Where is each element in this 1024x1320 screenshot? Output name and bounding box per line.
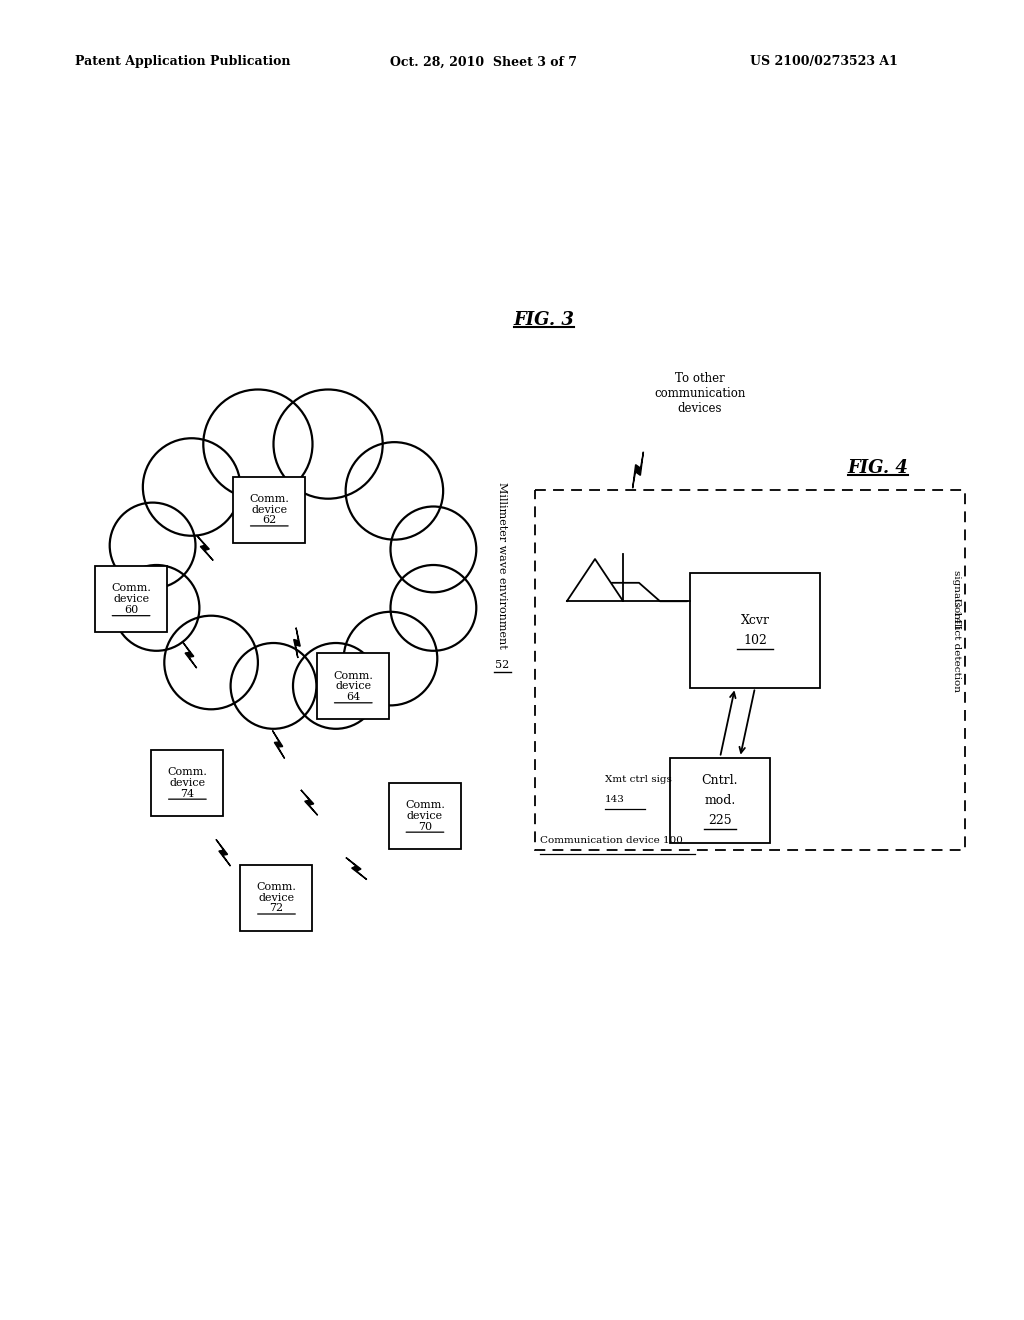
Bar xyxy=(95,566,167,632)
Text: Comm.: Comm. xyxy=(257,882,296,892)
Text: 52: 52 xyxy=(495,660,509,671)
Text: Millimeter wave environment: Millimeter wave environment xyxy=(497,482,507,648)
Text: Comm.: Comm. xyxy=(112,583,151,594)
Bar xyxy=(241,865,312,931)
Text: device: device xyxy=(407,810,443,821)
Polygon shape xyxy=(216,840,230,866)
Polygon shape xyxy=(272,730,285,759)
Text: Comm.: Comm. xyxy=(168,767,207,777)
Text: 143: 143 xyxy=(605,796,625,804)
Polygon shape xyxy=(346,858,367,879)
Text: 72: 72 xyxy=(269,903,284,913)
Text: 74: 74 xyxy=(180,788,195,799)
Text: device: device xyxy=(169,777,206,788)
Text: Comm.: Comm. xyxy=(334,671,373,681)
Ellipse shape xyxy=(162,444,425,686)
Text: Oct. 28, 2010  Sheet 3 of 7: Oct. 28, 2010 Sheet 3 of 7 xyxy=(390,55,577,69)
Text: Xcvr: Xcvr xyxy=(740,614,769,627)
Circle shape xyxy=(164,615,258,709)
Text: device: device xyxy=(258,892,295,903)
Circle shape xyxy=(143,438,241,536)
Text: device: device xyxy=(113,594,150,605)
Text: device: device xyxy=(251,504,288,515)
Text: mod.: mod. xyxy=(705,793,735,807)
Circle shape xyxy=(204,389,312,499)
Polygon shape xyxy=(197,535,213,561)
Text: Xmt ctrl sigs: Xmt ctrl sigs xyxy=(605,776,672,784)
Text: 64: 64 xyxy=(346,692,360,702)
Circle shape xyxy=(293,643,379,729)
Text: 60: 60 xyxy=(124,605,138,615)
Bar xyxy=(690,573,820,688)
Text: Communication device 100: Communication device 100 xyxy=(540,836,683,845)
Circle shape xyxy=(390,565,476,651)
Text: FIG. 3: FIG. 3 xyxy=(514,312,574,329)
Bar xyxy=(670,758,770,842)
Text: 225: 225 xyxy=(709,813,732,826)
Text: Comm.: Comm. xyxy=(406,800,444,810)
Text: 102: 102 xyxy=(743,634,767,647)
Bar xyxy=(233,477,305,543)
Text: FIG. 4: FIG. 4 xyxy=(848,459,908,477)
Text: Comm.: Comm. xyxy=(250,494,289,504)
Text: Patent Application Publication: Patent Application Publication xyxy=(75,55,291,69)
Text: device: device xyxy=(335,681,372,692)
Bar xyxy=(317,653,389,719)
Bar xyxy=(535,490,965,850)
Circle shape xyxy=(344,611,437,705)
Circle shape xyxy=(346,442,443,540)
Text: 62: 62 xyxy=(262,515,276,525)
Circle shape xyxy=(230,643,316,729)
Polygon shape xyxy=(633,451,643,488)
Polygon shape xyxy=(567,558,623,601)
Text: signals 141: signals 141 xyxy=(952,570,962,630)
Bar xyxy=(389,783,461,849)
Text: 70: 70 xyxy=(418,821,432,832)
Text: Cntrl.: Cntrl. xyxy=(701,774,738,787)
Circle shape xyxy=(114,565,200,651)
Polygon shape xyxy=(301,789,317,816)
Polygon shape xyxy=(182,642,197,668)
Text: Conflict detection: Conflict detection xyxy=(952,598,962,692)
Polygon shape xyxy=(294,628,300,657)
Text: US 2100/0273523 A1: US 2100/0273523 A1 xyxy=(750,55,898,69)
Bar xyxy=(152,750,223,816)
Circle shape xyxy=(110,503,196,589)
Circle shape xyxy=(273,389,383,499)
Circle shape xyxy=(390,507,476,593)
Text: To other
communication
devices: To other communication devices xyxy=(654,372,745,414)
